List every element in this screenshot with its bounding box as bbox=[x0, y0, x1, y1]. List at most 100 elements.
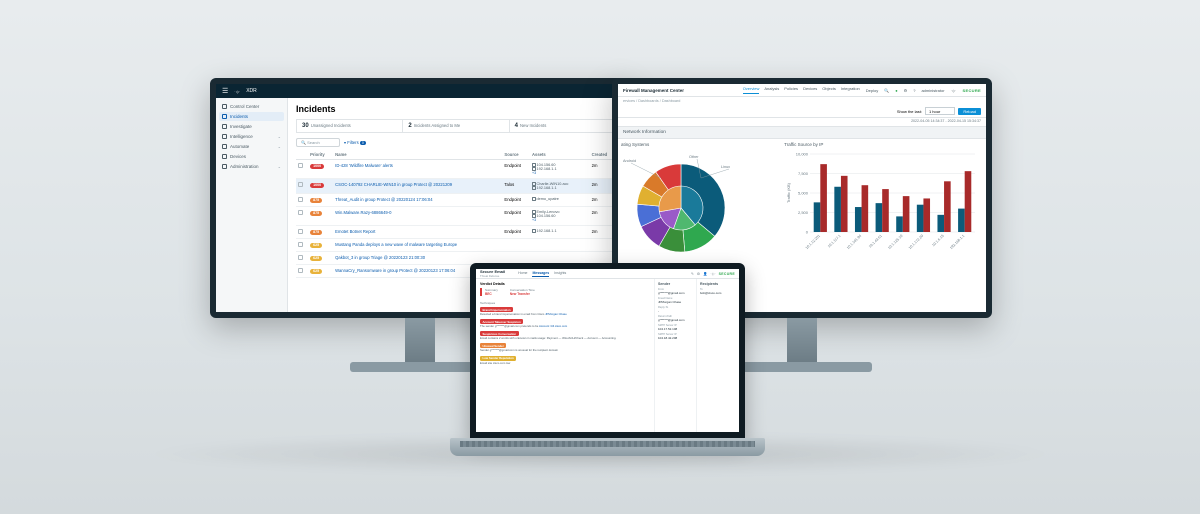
xdr-brand: XDR bbox=[246, 88, 257, 94]
table-row[interactable]: 875Win.Malware.Razy-6886649-0EndpointEmi… bbox=[296, 207, 616, 226]
show-last-label: Show the last: bbox=[897, 109, 922, 114]
nav-analysis[interactable]: Analysis bbox=[764, 86, 779, 94]
priority-badge: 1000 bbox=[310, 183, 324, 188]
svg-text:10.1.6.15: 10.1.6.15 bbox=[931, 234, 944, 247]
reload-button[interactable]: Reload bbox=[958, 108, 981, 115]
row-checkbox[interactable] bbox=[298, 242, 303, 247]
pie-chart: ating Systems AndroidOtherLinux bbox=[621, 142, 780, 265]
svg-text:192.168.1.1: 192.168.1.1 bbox=[949, 234, 965, 250]
user-icon[interactable]: 👤 bbox=[703, 272, 707, 276]
timestamp: 2022-04-05 14:34:37 - 2022-04-15 15:34:3… bbox=[618, 118, 986, 126]
technique-item: Low Sender ReputationEmail site cisco.co… bbox=[480, 356, 650, 366]
incident-name[interactable]: Threat_Audit in group Protect @ 20220124… bbox=[333, 194, 502, 207]
filters-button[interactable]: ▾ Filters 0 bbox=[344, 140, 366, 145]
incident-name[interactable]: CSOC-140792 CHARLIE-WIN10 in group Prote… bbox=[333, 179, 502, 194]
chevron-down-icon: ⌄ bbox=[278, 144, 281, 149]
se-topbar: Secure Email Threat Defense HomeMessages… bbox=[476, 269, 739, 279]
tab-insights[interactable]: Insights bbox=[554, 271, 566, 277]
sidebar-item-devices[interactable]: Devices bbox=[219, 152, 284, 161]
svg-text:Android: Android bbox=[623, 159, 636, 163]
incident-name[interactable]: Mustang Panda deploys a new wave of malw… bbox=[333, 239, 502, 252]
incident-name[interactable]: Win.Malware.Razy-6886649-0 bbox=[333, 207, 502, 226]
gear-icon[interactable]: ⚙ bbox=[697, 272, 700, 276]
stat: 2Incidents Assigned to Me bbox=[403, 120, 509, 132]
row-checkbox[interactable] bbox=[298, 197, 303, 202]
svg-text:10.1.172.20: 10.1.172.20 bbox=[908, 234, 924, 250]
row-checkbox[interactable] bbox=[298, 163, 303, 168]
search-icon[interactable]: 🔍 bbox=[884, 88, 889, 93]
tab-home[interactable]: Home bbox=[518, 271, 527, 277]
nav-devices[interactable]: Devices bbox=[803, 86, 817, 94]
table-row[interactable]: 1000 CSOC-140792 CHARLIE-WIN10 in group P… bbox=[296, 179, 616, 194]
row-checkbox[interactable] bbox=[298, 182, 303, 187]
row-checkbox[interactable] bbox=[298, 210, 303, 215]
nav-policies[interactable]: Policies bbox=[784, 86, 798, 94]
alert-icon bbox=[222, 114, 227, 119]
sidebar-item-incidents[interactable]: Incidents bbox=[219, 112, 284, 121]
se-subtitle: Threat Defense bbox=[480, 274, 505, 278]
incident-name[interactable]: Emotet Botnet Report bbox=[333, 226, 502, 239]
pie-svg: AndroidOtherLinux bbox=[621, 150, 761, 260]
svg-text:10.1.125.10: 10.1.125.10 bbox=[887, 234, 903, 250]
show-last-select[interactable]: 1 hour bbox=[925, 107, 955, 115]
search-input[interactable]: 🔍 Search bbox=[296, 138, 340, 147]
sidebar-item-automate[interactable]: Automate⌄ bbox=[219, 142, 284, 151]
sidebar-item-intelligence[interactable]: Intelligence⌄ bbox=[219, 132, 284, 141]
svg-text:10,000: 10,000 bbox=[796, 152, 809, 157]
auto-icon bbox=[222, 144, 227, 149]
menu-icon[interactable]: ☰ bbox=[222, 87, 228, 95]
device-icon bbox=[222, 154, 227, 159]
deploy-button[interactable]: Deploy bbox=[866, 88, 878, 93]
svg-text:0: 0 bbox=[806, 230, 809, 235]
search-icon bbox=[222, 124, 227, 129]
verdict-header: Verdict Details bbox=[480, 282, 650, 286]
nav-integration[interactable]: Integration bbox=[841, 86, 860, 94]
svg-text:10.1.117.1: 10.1.117.1 bbox=[827, 234, 842, 249]
row-checkbox[interactable] bbox=[298, 255, 303, 260]
xdr-topbar: ☰ ·ı|ı· XDR bbox=[216, 84, 624, 98]
secure-badge: SECURE bbox=[963, 88, 981, 93]
fmc-toolbar: Show the last: 1 hour Reload bbox=[618, 105, 986, 118]
technique-item: Brand ImpersonationDetected a brand impe… bbox=[480, 307, 650, 317]
xdr-sidebar: Control CenterIncidentsInvestigateIntell… bbox=[216, 98, 288, 312]
notif-icon[interactable]: ● bbox=[895, 88, 897, 93]
nav-overview[interactable]: Overview bbox=[743, 86, 760, 94]
chevron-down-icon: ⌄ bbox=[278, 134, 281, 139]
conversation: Conversation Time New Transfer bbox=[510, 288, 535, 299]
help-icon[interactable]: ? bbox=[913, 88, 915, 93]
table-row[interactable]: 875Emotet Botnet ReportEndpoint192.168.1… bbox=[296, 226, 616, 239]
sidebar-item-administration[interactable]: Administration⌄ bbox=[219, 162, 284, 171]
row-checkbox[interactable] bbox=[298, 229, 303, 234]
gear-icon[interactable]: ⚙ bbox=[904, 88, 908, 93]
nav-objects[interactable]: Objects bbox=[822, 86, 836, 94]
sender-panel: Sender From g*******@gmail.com Fraud Nam… bbox=[655, 279, 697, 432]
technique-pill: Low Sender Reputation bbox=[480, 356, 516, 361]
table-row[interactable]: 875 Threat_Audit in group Protect @ 20220… bbox=[296, 194, 616, 207]
verdict-panel: Verdict Details Summary BEC Conversation… bbox=[476, 279, 655, 432]
svg-text:2,500: 2,500 bbox=[798, 210, 809, 215]
secure-badge: SECURE bbox=[719, 272, 735, 276]
row-checkbox[interactable] bbox=[298, 268, 303, 273]
fmc-nav: Overview Analysis Policies Devices Objects In… bbox=[743, 86, 860, 94]
incident-name[interactable]: ID-428 'Wildfire Malware' alerts bbox=[333, 160, 502, 179]
table-row[interactable]: 1000ID-428 'Wildfire Malware' alertsEndp… bbox=[296, 160, 616, 179]
svg-text:Linux: Linux bbox=[721, 165, 730, 169]
gear-icon bbox=[222, 164, 227, 169]
svg-text:10.1.43.61: 10.1.43.61 bbox=[868, 234, 883, 249]
page-title: Incidents bbox=[296, 104, 616, 114]
sidebar-item-control-center[interactable]: Control Center bbox=[219, 102, 284, 111]
cisco-logo: ·ı|ı· bbox=[710, 272, 715, 276]
techniques-header: Techniques bbox=[480, 301, 650, 305]
sidebar-item-investigate[interactable]: Investigate bbox=[219, 122, 284, 131]
se-tabs: Home Messages Insights bbox=[518, 271, 566, 277]
priority-badge: 875 bbox=[310, 198, 322, 203]
priority-badge: 625 bbox=[310, 269, 322, 274]
table-row[interactable]: 625 Mustang Panda deploys a new wave of m… bbox=[296, 239, 616, 252]
priority-badge: 1000 bbox=[310, 164, 324, 169]
grid-icon bbox=[222, 104, 227, 109]
user-menu[interactable]: administrator bbox=[921, 88, 944, 93]
bar-svg: 02,5005,0007,50010,000Traffic (KB)10.1.1… bbox=[784, 150, 979, 260]
compose-icon[interactable]: ✎ bbox=[691, 272, 694, 276]
priority-badge: 625 bbox=[310, 243, 322, 248]
tab-messages[interactable]: Messages bbox=[532, 271, 549, 277]
